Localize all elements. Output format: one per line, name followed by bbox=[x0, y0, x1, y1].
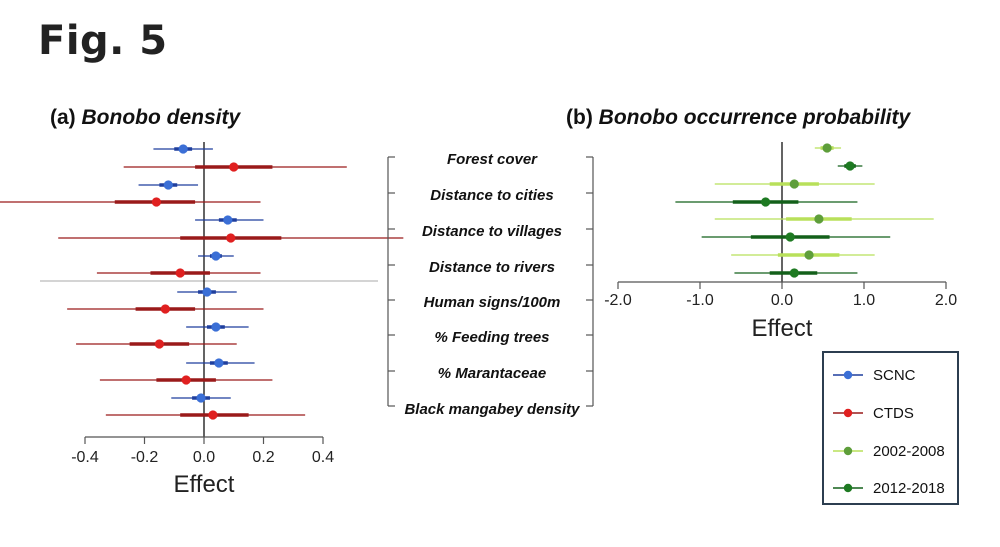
category-labels: Forest cover Distance to cities Distance t… bbox=[387, 151, 594, 418]
legend-entry-2012-2018-label: 2012-2018 bbox=[873, 480, 945, 497]
category-label-forest-cover: Forest cover bbox=[447, 151, 538, 168]
panel-a-bonobo-density: (a) Bonobo density -0.4 -0.2 0.0 0.2 0.4 Effec… bbox=[0, 106, 404, 498]
panel-b-x-axis-title: Effect bbox=[752, 315, 813, 342]
panel-a-tick-label: 0.2 bbox=[252, 449, 274, 466]
panel-a-ctds-marantaceae-estimate-point bbox=[181, 375, 191, 385]
legend-entry-2012-2018-marker bbox=[843, 483, 853, 493]
panel-a-ctds-black-mangabey-density-estimate-point bbox=[208, 410, 218, 420]
legend-entry-2002-2008-marker bbox=[843, 446, 853, 456]
category-label-distance-to-cities: Distance to cities bbox=[430, 187, 553, 204]
panel-b-2002-2008-forest-cover-estimate-point bbox=[822, 143, 832, 153]
category-label-feeding-trees: % Feeding trees bbox=[434, 329, 549, 346]
panel-a-ctds-distance-to-cities-estimate-point bbox=[151, 197, 161, 207]
category-label-distance-to-villages: Distance to villages bbox=[422, 223, 562, 240]
panel-a-scnc-black-mangabey-density-estimate-point bbox=[196, 393, 206, 403]
panel-b-2002-2008-distance-to-villages-estimate-point bbox=[814, 214, 824, 224]
panel-a-scnc-forest-cover-estimate-point bbox=[178, 144, 188, 154]
panel-a-tick-label: 0.0 bbox=[193, 449, 215, 466]
legend-entry-2002-2008-label: 2002-2008 bbox=[873, 443, 945, 460]
panel-a-scnc-distance-to-rivers-estimate-point bbox=[211, 251, 221, 261]
panel-b-tick-label: -1.0 bbox=[686, 292, 714, 309]
panel-b-tick-label: 2.0 bbox=[935, 292, 957, 309]
category-label-distance-to-rivers: Distance to rivers bbox=[429, 259, 555, 276]
panel-a-ctds-distance-to-rivers-estimate-point bbox=[175, 268, 185, 278]
category-label-black-mangabey-density: Black mangabey density bbox=[404, 401, 580, 418]
legend: SCNC CTDS 2002-2008 2012-2018 bbox=[822, 351, 959, 505]
panel-a-x-axis-title: Effect bbox=[174, 471, 235, 498]
panel-b-tick-label: 0.0 bbox=[771, 292, 793, 309]
panel-b-tick-label: 1.0 bbox=[853, 292, 875, 309]
panel-b-2012-2018-distance-to-rivers-estimate-point bbox=[789, 268, 799, 278]
legend-entry-ctds-label: CTDS bbox=[873, 405, 914, 422]
panel-a-scnc-feeding-trees-estimate-point bbox=[211, 322, 221, 332]
panel-b-2002-2008-distance-to-cities-estimate-point bbox=[789, 179, 799, 189]
panel-a-scnc-human-signs-100m-estimate-point bbox=[202, 287, 212, 297]
panel-a-tick-label: -0.2 bbox=[131, 449, 159, 466]
panel-b-2012-2018-distance-to-villages-estimate-point bbox=[785, 232, 795, 242]
panel-a-title-text: Bonobo density bbox=[82, 106, 242, 129]
panel-a-scnc-distance-to-villages-estimate-point bbox=[223, 215, 233, 225]
panel-a-scnc-marantaceae-estimate-point bbox=[214, 358, 224, 368]
legend-entry-ctds-marker bbox=[843, 408, 853, 418]
figure-title: Fig. 5 bbox=[38, 18, 168, 64]
panel-a-tick-label: 0.4 bbox=[312, 449, 334, 466]
panel-b-title: (b) Bonobo occurrence probability bbox=[566, 106, 912, 129]
panel-b-2012-2018-forest-cover-estimate-point bbox=[845, 161, 855, 171]
category-label-human-signs-100m: Human signs/100m bbox=[424, 294, 561, 311]
panel-b-title-prefix: (b) bbox=[566, 106, 599, 129]
panel-b-2012-2018-distance-to-cities-estimate-point bbox=[761, 197, 771, 207]
panel-a-ctds-human-signs-100m-estimate-point bbox=[160, 304, 170, 314]
panel-b-tick-label: -2.0 bbox=[604, 292, 632, 309]
panel-a-ctds-forest-cover-estimate-point bbox=[229, 162, 239, 172]
panel-b-title-text: Bonobo occurrence probability bbox=[599, 106, 912, 129]
legend-entry-scnc-label: SCNC bbox=[873, 367, 916, 384]
panel-a-title: (a) Bonobo density bbox=[50, 106, 241, 129]
category-label-marantaceae: % Marantaceae bbox=[438, 365, 546, 382]
panel-b-occurrence-probability: (b) Bonobo occurrence probability -2.0 -1.… bbox=[566, 106, 957, 342]
panel-a-tick-label: -0.4 bbox=[71, 449, 99, 466]
panel-a-scnc-distance-to-cities-estimate-point bbox=[163, 180, 173, 190]
legend-entry-scnc-marker bbox=[843, 370, 853, 380]
panel-a-title-prefix: (a) bbox=[50, 106, 82, 129]
panel-a-ctds-distance-to-villages-estimate-point bbox=[226, 233, 236, 243]
panel-a-ctds-feeding-trees-estimate-point bbox=[154, 339, 164, 349]
panel-b-2002-2008-distance-to-rivers-estimate-point bbox=[804, 250, 814, 260]
